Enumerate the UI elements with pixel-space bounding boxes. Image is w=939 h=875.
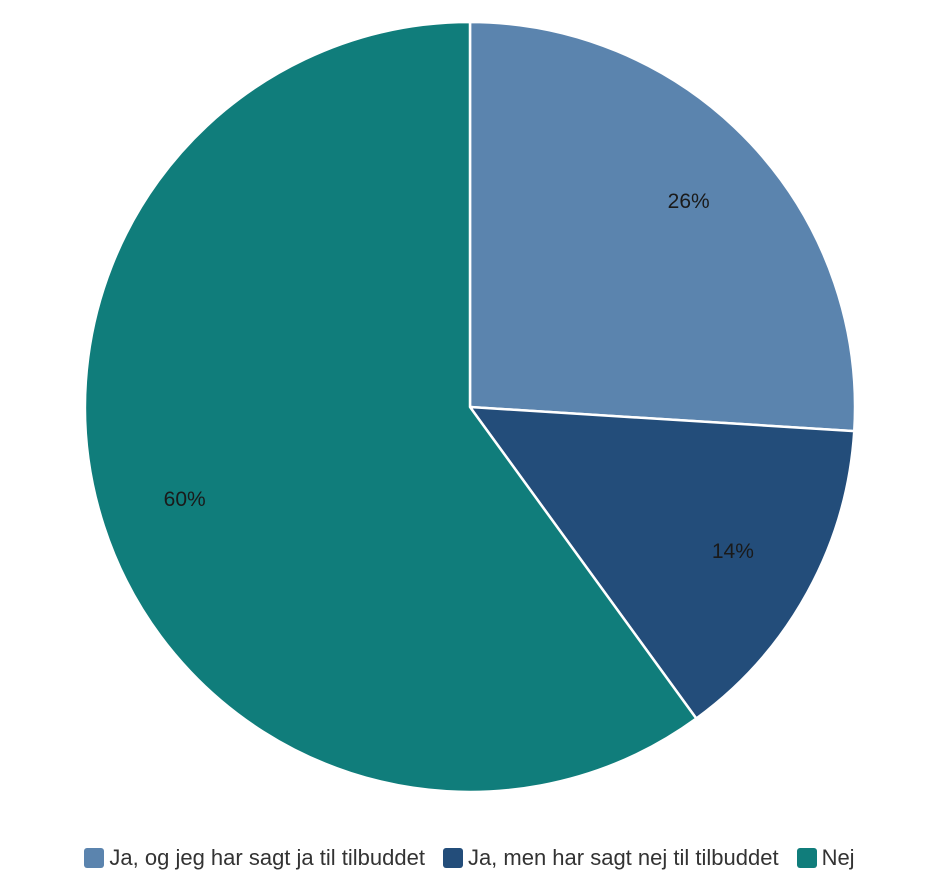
- pie-slice-1: [468, 405, 856, 720]
- legend-swatch: [84, 848, 105, 868]
- legend-item[interactable]: Nej: [796, 845, 855, 871]
- pie-slice-0: [468, 20, 857, 433]
- pie-svg: 26% 14% 60%: [83, 20, 857, 794]
- pie-chart: 26% 14% 60%: [83, 20, 857, 794]
- slice-data-label: 26%: [668, 190, 710, 213]
- legend-item[interactable]: Ja, men har sagt nej til tilbuddet: [442, 845, 779, 871]
- pie-data-labels: 26% 14% 60%: [164, 190, 754, 563]
- pie-slices: [83, 20, 857, 794]
- slice-data-label: 14%: [712, 540, 754, 563]
- legend-swatch: [796, 848, 817, 868]
- chart-legend: Ja, og jeg har sagt ja til tilbuddet Ja, …: [0, 843, 939, 873]
- pie-slice-2: [83, 20, 698, 794]
- legend-label: Ja, og jeg har sagt ja til tilbuddet: [109, 845, 425, 870]
- legend-swatch: [442, 848, 463, 868]
- legend-label: Ja, men har sagt nej til tilbuddet: [467, 845, 779, 870]
- legend-label: Nej: [821, 845, 855, 870]
- legend-item[interactable]: Ja, og jeg har sagt ja til tilbuddet: [84, 845, 425, 871]
- slice-data-label: 60%: [164, 488, 206, 511]
